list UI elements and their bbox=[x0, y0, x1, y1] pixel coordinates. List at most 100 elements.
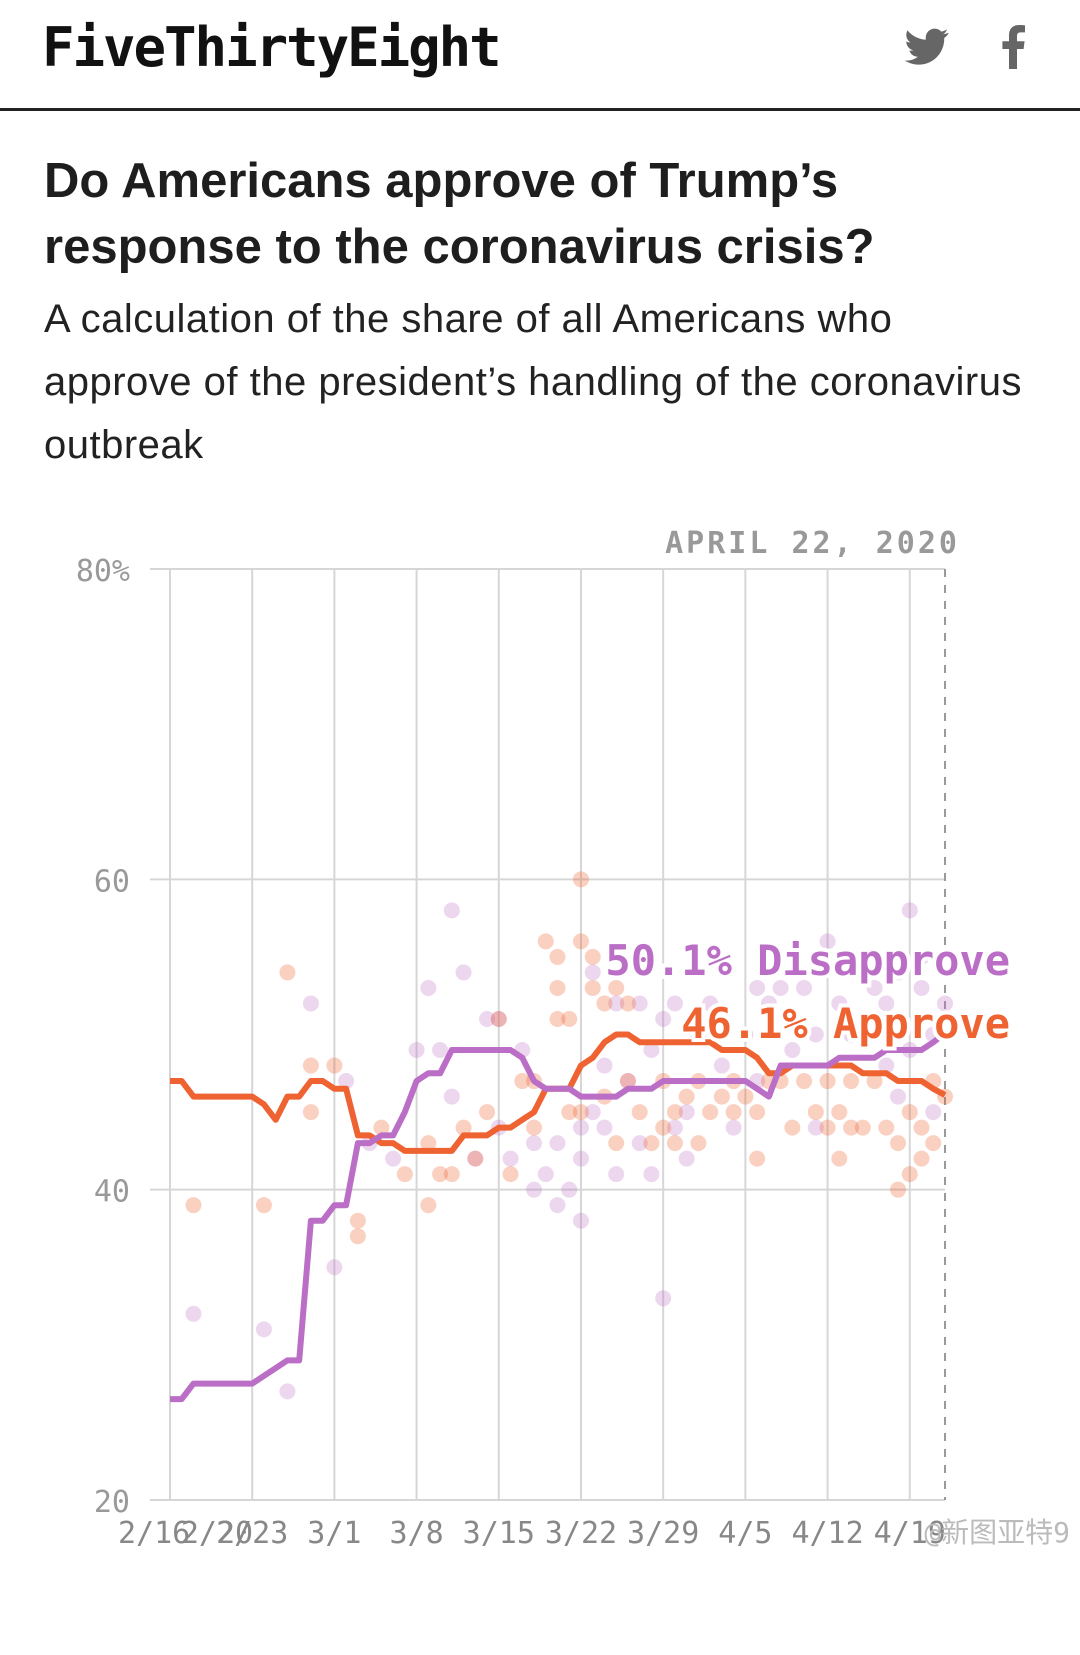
poll-dot-approve bbox=[279, 964, 296, 981]
poll-dot-approve bbox=[913, 1119, 930, 1136]
poll-dot-disapprove bbox=[596, 1057, 613, 1074]
poll-dot-approve bbox=[666, 1104, 683, 1121]
x-tick-label: 2/16 bbox=[118, 1516, 190, 1551]
x-tick-label: 4/19 bbox=[874, 1516, 946, 1551]
poll-dot-disapprove bbox=[678, 1104, 695, 1121]
poll-dot-disapprove bbox=[549, 1135, 566, 1152]
poll-dot-disapprove bbox=[807, 1026, 824, 1043]
poll-dot-disapprove bbox=[619, 1073, 636, 1090]
poll-dot-disapprove bbox=[690, 1026, 707, 1043]
poll-dot-disapprove bbox=[338, 1073, 355, 1090]
poll-dot-disapprove bbox=[772, 979, 789, 996]
poll-dot-approve bbox=[702, 1104, 719, 1121]
poll-dot-approve bbox=[420, 1135, 437, 1152]
poll-dot-approve bbox=[584, 979, 601, 996]
poll-dot-approve bbox=[831, 1150, 848, 1167]
x-tick-label: 3/29 bbox=[627, 1516, 699, 1551]
poll-dot-disapprove bbox=[831, 995, 848, 1012]
poll-dot-disapprove bbox=[631, 995, 648, 1012]
poll-dot-disapprove bbox=[878, 1057, 895, 1074]
poll-dot-disapprove bbox=[666, 995, 683, 1012]
watermark-text: @新图亚特9 bbox=[924, 1516, 1070, 1549]
site-logo[interactable]: FiveThirtyEight bbox=[42, 16, 502, 79]
poll-dot-disapprove bbox=[596, 1119, 613, 1136]
poll-dot-disapprove bbox=[467, 1150, 484, 1167]
x-tick-label: 2/23 bbox=[216, 1516, 288, 1551]
poll-dot-disapprove bbox=[666, 1119, 683, 1136]
poll-dot-disapprove bbox=[584, 1104, 601, 1121]
poll-dot-disapprove bbox=[608, 1166, 625, 1183]
poll-dot-disapprove bbox=[537, 1166, 554, 1183]
poll-dot-approve bbox=[619, 1073, 636, 1090]
poll-dot-disapprove bbox=[279, 1383, 296, 1400]
poll-dot-approve bbox=[349, 1228, 366, 1245]
series-line-disapprove bbox=[170, 1030, 947, 1403]
poll-dot-disapprove bbox=[608, 995, 625, 1012]
x-tick-label: 3/22 bbox=[545, 1516, 617, 1551]
poll-dot-disapprove bbox=[584, 964, 601, 981]
poll-dot-disapprove bbox=[326, 1259, 343, 1276]
poll-dot-disapprove bbox=[255, 1321, 272, 1338]
poll-dot-disapprove bbox=[713, 1057, 730, 1074]
poll-dot-approve bbox=[502, 1166, 519, 1183]
poll-dot-approve bbox=[854, 1119, 871, 1136]
poll-dot-approve bbox=[549, 979, 566, 996]
x-tick-label: 3/15 bbox=[463, 1516, 535, 1551]
poll-dot-approve bbox=[878, 1119, 895, 1136]
poll-dot-disapprove bbox=[819, 933, 836, 950]
poll-dot-disapprove bbox=[526, 1135, 543, 1152]
poll-dot-disapprove bbox=[643, 1042, 660, 1059]
y-tick-label: 80% bbox=[76, 554, 130, 589]
poll-dot-approve bbox=[185, 1197, 202, 1214]
poll-dot-approve bbox=[819, 1073, 836, 1090]
y-tick-label: 60 bbox=[94, 864, 130, 899]
poll-dot-approve bbox=[831, 1104, 848, 1121]
poll-dot-approve bbox=[807, 1104, 824, 1121]
facebook-icon[interactable] bbox=[988, 22, 1038, 72]
poll-dot-disapprove bbox=[725, 1119, 742, 1136]
article-dek: A calculation of the share of all Americ… bbox=[44, 297, 1022, 467]
poll-dot-approve bbox=[596, 995, 613, 1012]
y-tick-label: 40 bbox=[94, 1175, 130, 1210]
y-tick-label: 20 bbox=[94, 1485, 130, 1520]
poll-dot-approve bbox=[396, 1166, 413, 1183]
poll-dot-approve bbox=[690, 1135, 707, 1152]
poll-dot-disapprove bbox=[843, 1026, 860, 1043]
poll-dot-disapprove bbox=[443, 1088, 460, 1105]
poll-dot-disapprove bbox=[878, 995, 895, 1012]
twitter-icon[interactable] bbox=[902, 22, 952, 72]
poll-dot-approve bbox=[725, 1104, 742, 1121]
poll-dot-disapprove bbox=[890, 964, 907, 981]
poll-dot-approve bbox=[913, 1150, 930, 1167]
poll-dot-disapprove bbox=[479, 1010, 496, 1027]
poll-dot-disapprove bbox=[490, 1010, 507, 1027]
poll-dot-disapprove bbox=[913, 979, 930, 996]
poll-dot-approve bbox=[666, 1135, 683, 1152]
poll-dot-disapprove bbox=[796, 979, 813, 996]
x-tick-label: 2/20 bbox=[181, 1516, 253, 1551]
poll-dot-approve bbox=[432, 1166, 449, 1183]
poll-dot-approve bbox=[455, 1119, 472, 1136]
poll-dot-approve bbox=[479, 1104, 496, 1121]
poll-dot-approve bbox=[925, 1135, 942, 1152]
poll-dot-approve bbox=[572, 871, 589, 888]
poll-dot-approve bbox=[843, 1119, 860, 1136]
poll-dot-approve bbox=[796, 1073, 813, 1090]
poll-dot-approve bbox=[373, 1119, 390, 1136]
poll-dot-disapprove bbox=[302, 995, 319, 1012]
poll-dot-approve bbox=[643, 1135, 660, 1152]
poll-dot-approve bbox=[713, 1088, 730, 1105]
x-tick-label: 4/12 bbox=[791, 1516, 863, 1551]
poll-dot-approve bbox=[537, 933, 554, 950]
poll-dot-approve bbox=[561, 1104, 578, 1121]
poll-dot-disapprove bbox=[443, 902, 460, 919]
poll-dot-approve bbox=[901, 1166, 918, 1183]
poll-dot-disapprove bbox=[760, 995, 777, 1012]
poll-dot-disapprove bbox=[408, 1042, 425, 1059]
poll-dot-disapprove bbox=[925, 1104, 942, 1121]
poll-dot-approve bbox=[608, 1135, 625, 1152]
site-header: FiveThirtyEight bbox=[0, 0, 1080, 111]
series-label-disapprove: 50.1% Disapprove bbox=[605, 936, 1010, 985]
poll-dot-approve bbox=[326, 1057, 343, 1074]
x-tick-label: 3/8 bbox=[389, 1516, 443, 1551]
